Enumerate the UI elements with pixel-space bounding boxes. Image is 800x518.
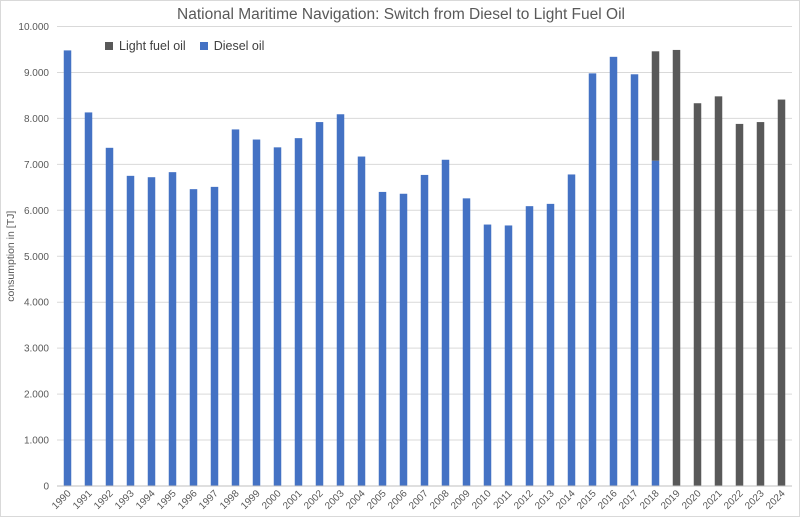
x-tick-label: 1990: [50, 488, 74, 512]
bar-light-fuel-oil: [651, 51, 660, 161]
bar-diesel-oil: [483, 224, 492, 486]
x-tick-label: 2018: [638, 488, 662, 512]
bar-diesel-oil: [294, 138, 303, 486]
legend-label-light-fuel-oil: Light fuel oil: [119, 39, 186, 53]
bar-diesel-oil: [378, 191, 387, 487]
bar-light-fuel-oil: [756, 122, 765, 487]
x-tick-label: 2011: [492, 488, 515, 511]
y-tick-label: 1.000: [24, 436, 49, 447]
bar-diesel-oil: [336, 114, 345, 487]
y-tick-label: 9.000: [24, 68, 49, 79]
x-tick-label: 2010: [470, 488, 494, 512]
bar-light-fuel-oil: [672, 49, 681, 486]
legend-label-diesel-oil: Diesel oil: [213, 39, 265, 53]
bar-diesel-oil: [84, 112, 93, 486]
bar-diesel-oil: [231, 129, 240, 487]
x-tick-label: 2000: [260, 488, 284, 512]
bar-diesel-oil: [504, 225, 513, 486]
x-tick-label: 1991: [71, 488, 95, 512]
x-tick-label: 2004: [344, 488, 368, 512]
y-tick-label: 0: [43, 482, 49, 493]
y-tick-label: 5.000: [24, 252, 49, 263]
x-tick-label: 1994: [134, 488, 158, 512]
x-tick-label: 2022: [722, 488, 746, 512]
bar-light-fuel-oil: [777, 99, 786, 487]
bar-light-fuel-oil: [714, 96, 723, 487]
x-tick-label: 2003: [323, 488, 347, 512]
bar-diesel-oil: [441, 159, 450, 486]
bar-diesel-oil: [63, 50, 72, 486]
y-tick-label: 3.000: [24, 344, 49, 355]
x-tick-label: 2013: [533, 488, 557, 512]
x-tick-label: 2024: [764, 488, 788, 512]
x-tick-label: 2002: [302, 488, 326, 512]
bar-diesel-oil: [651, 160, 660, 486]
bar-diesel-oil: [609, 56, 618, 487]
y-tick-label: 10.000: [18, 22, 49, 33]
legend-item-diesel-oil: Diesel oil: [199, 39, 265, 53]
bar-diesel-oil: [210, 186, 219, 487]
bar-diesel-oil: [546, 203, 555, 486]
legend: Light fuel oil Diesel oil: [105, 39, 264, 53]
x-tick-label: 1992: [92, 488, 116, 512]
legend-swatch-light-fuel-oil: [105, 42, 113, 50]
x-tick-label: 2012: [512, 488, 536, 512]
x-tick-label: 2005: [365, 488, 389, 512]
bar-diesel-oil: [105, 147, 114, 487]
x-tick-label: 2008: [428, 488, 452, 512]
x-tick-label: 2016: [596, 488, 620, 512]
x-tick-label: 2019: [659, 488, 683, 512]
legend-item-light-fuel-oil: Light fuel oil: [105, 39, 186, 53]
bar-diesel-oil: [567, 174, 576, 487]
x-tick-label: 2009: [449, 488, 473, 512]
x-tick-label: 2015: [575, 488, 599, 512]
x-tick-label: 2006: [386, 488, 410, 512]
bar-diesel-oil: [588, 73, 597, 486]
y-tick-label: 8.000: [24, 114, 49, 125]
x-tick-label: 1998: [218, 488, 242, 512]
x-tick-label: 1999: [239, 488, 263, 512]
bar-diesel-oil: [189, 189, 198, 486]
bar-diesel-oil: [525, 206, 534, 487]
y-tick-label: 4.000: [24, 298, 49, 309]
x-tick-label: 1996: [176, 488, 200, 512]
x-tick-label: 1993: [113, 488, 137, 512]
y-axis-label: consumption in [TJ]: [5, 211, 17, 302]
bar-diesel-oil: [315, 122, 324, 487]
bar-diesel-oil: [462, 198, 471, 486]
x-tick-label: 1995: [155, 488, 179, 512]
bar-diesel-oil: [273, 147, 282, 486]
legend-swatch-diesel-oil: [199, 42, 208, 50]
bar-diesel-oil: [357, 156, 366, 486]
x-tick-label: 2021: [701, 488, 725, 512]
x-tick-label: 2017: [617, 488, 641, 512]
bar-diesel-oil: [168, 172, 177, 486]
y-tick-label: 7.000: [24, 160, 49, 171]
bar-diesel-oil: [147, 177, 156, 486]
bar-diesel-oil: [420, 174, 429, 486]
y-tick-label: 6.000: [24, 206, 49, 217]
x-tick-label: 2023: [743, 488, 767, 512]
bar-diesel-oil: [252, 139, 261, 487]
x-tick-label: 2001: [281, 488, 305, 512]
bar-diesel-oil: [630, 74, 639, 487]
chart-title: National Maritime Navigation: Switch fro…: [177, 6, 625, 23]
x-tick-label: 2007: [407, 488, 431, 512]
bar-light-fuel-oil: [735, 123, 744, 486]
x-tick-label: 2020: [680, 488, 704, 512]
bar-diesel-oil: [126, 175, 135, 486]
y-tick-label: 2.000: [24, 390, 49, 401]
bar-diesel-oil: [399, 193, 408, 486]
bar-light-fuel-oil: [693, 103, 702, 486]
x-tick-label: 2014: [554, 488, 578, 512]
x-tick-label: 1997: [197, 488, 221, 512]
